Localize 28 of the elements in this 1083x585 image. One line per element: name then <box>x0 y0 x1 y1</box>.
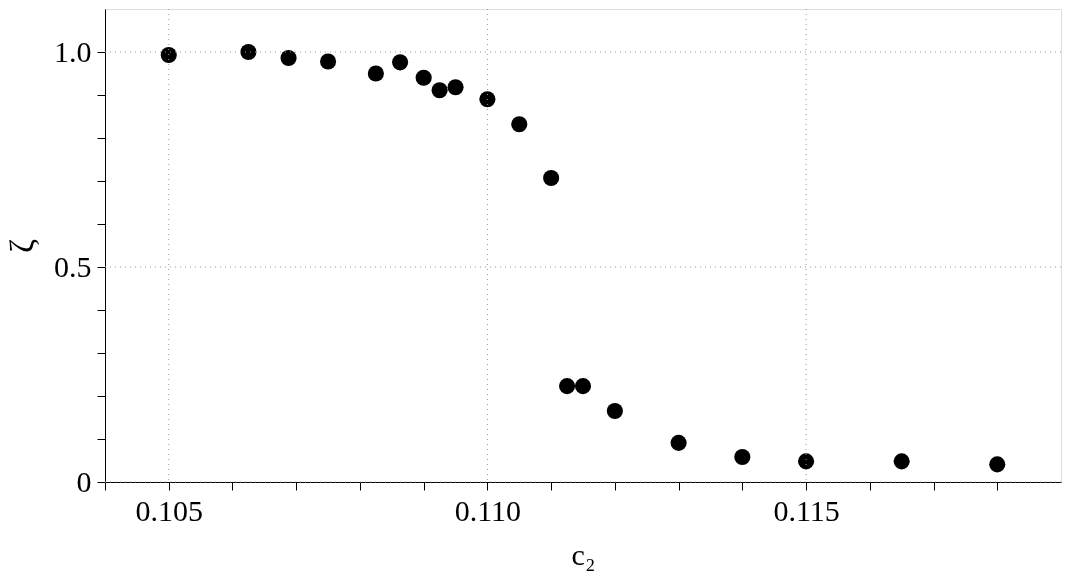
y-tick-label: 1.0 <box>54 34 92 68</box>
point <box>415 69 432 86</box>
point <box>511 116 528 133</box>
point <box>574 378 592 395</box>
point <box>280 49 297 67</box>
y-tick-label: 0.5 <box>54 249 92 283</box>
x-tick-label: 0.110 <box>454 493 522 527</box>
point <box>989 456 1006 473</box>
point <box>606 403 623 420</box>
x-tick-label: 0.115 <box>773 493 840 527</box>
point <box>543 169 560 187</box>
y-tick-label: 0 <box>76 464 92 498</box>
point <box>160 46 177 64</box>
point <box>734 449 751 466</box>
point <box>670 434 687 451</box>
point <box>479 91 496 108</box>
point <box>431 82 448 99</box>
point <box>320 53 337 70</box>
point <box>367 65 384 82</box>
y-axis-title: ζ <box>3 238 40 254</box>
x-tick-label: 0.105 <box>135 493 203 527</box>
x-axis-title: c₂ <box>571 537 596 571</box>
point <box>893 453 910 470</box>
point <box>559 378 576 395</box>
point <box>798 453 815 470</box>
point <box>240 43 257 61</box>
point <box>447 79 464 96</box>
point <box>392 54 409 71</box>
